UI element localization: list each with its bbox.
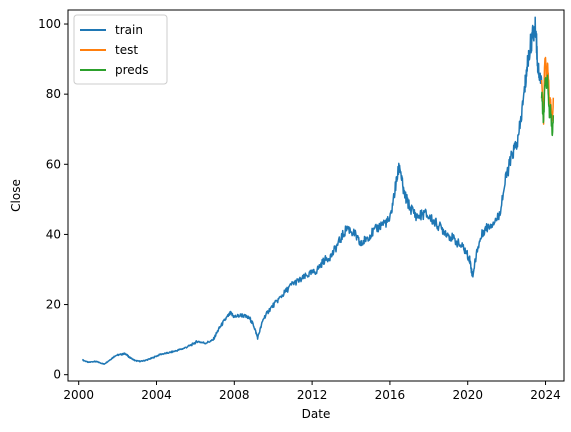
y-axis: 0 20 40 60 80 100 bbox=[38, 17, 68, 382]
plot-frame bbox=[67, 9, 565, 382]
y-tick-label: 0 bbox=[53, 368, 61, 382]
y-tick-label: 20 bbox=[46, 298, 61, 312]
series-layer bbox=[81, 16, 555, 365]
legend-label-train: train bbox=[115, 23, 143, 37]
x-tick-label: 2020 bbox=[452, 388, 483, 402]
x-axis: 2000 2004 2008 2012 2016 2020 2024 bbox=[63, 381, 561, 402]
x-tick-label: 2008 bbox=[219, 388, 250, 402]
series-line-preds bbox=[540, 74, 555, 137]
y-axis-label: Close bbox=[9, 179, 23, 212]
series-line-train bbox=[81, 16, 543, 365]
x-tick-label: 2004 bbox=[141, 388, 172, 402]
y-tick-label: 80 bbox=[46, 87, 61, 101]
x-tick-label: 2016 bbox=[375, 388, 406, 402]
legend-label-test: test bbox=[115, 43, 138, 57]
x-tick-label: 2024 bbox=[530, 388, 561, 402]
y-tick-label: 40 bbox=[46, 227, 61, 241]
legend-label-preds: preds bbox=[115, 63, 149, 77]
x-axis-label: Date bbox=[302, 407, 331, 421]
legend: train test preds bbox=[73, 14, 168, 85]
x-tick-label: 2012 bbox=[297, 388, 328, 402]
x-tick-label: 2000 bbox=[63, 388, 94, 402]
y-tick-label: 60 bbox=[46, 157, 61, 171]
legend-box bbox=[73, 14, 168, 85]
y-tick-label: 100 bbox=[38, 17, 61, 31]
